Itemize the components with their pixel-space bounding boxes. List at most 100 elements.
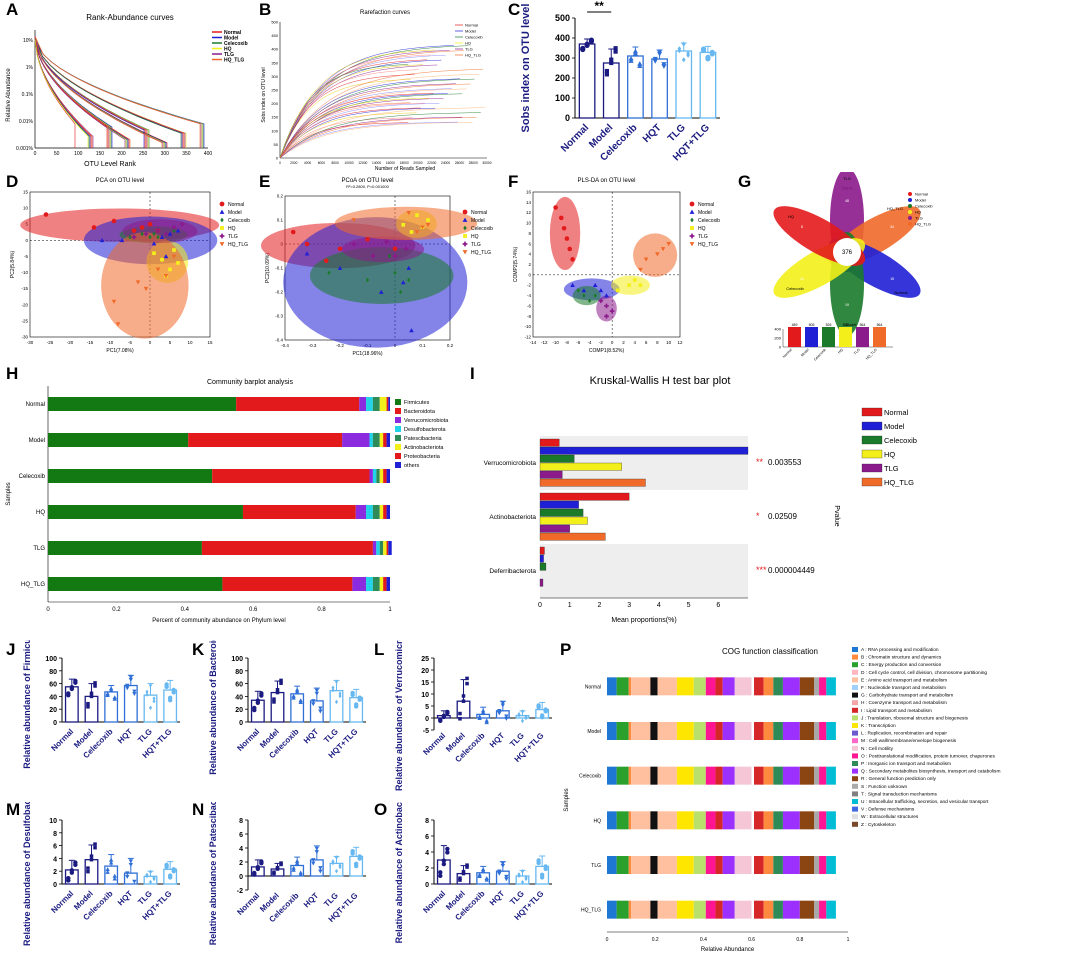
x-tick-label: -10 [552,340,559,345]
stacked-bar-segment [48,469,213,483]
legend-swatch [395,408,401,414]
data-point [426,218,430,222]
legend-label: C : Energy production and conversion [861,662,942,668]
stacked-bar-segment [782,856,800,874]
y-tick-label: 4 [239,846,243,853]
panel-label-f: F [508,172,519,191]
x-tick-label: 28000 [469,161,478,165]
stacked-bar-segment [773,856,783,874]
stacked-bar-segment [734,677,752,696]
data-point [425,222,431,228]
stacked-bar-segment [366,505,373,519]
rarefaction-curve [279,107,485,159]
stacked-bar-segment [826,766,836,785]
stacked-bar-segment [369,433,373,447]
stacked-bar-segment [814,811,820,830]
stacked-bar-segment [693,722,706,740]
data-point [656,49,663,55]
x-tick-label: -15 [87,340,94,345]
y-tick-label: 450 [271,33,278,38]
data-point [314,688,320,693]
data-point [105,869,110,874]
y-tick-label: -0.4 [275,338,283,343]
legend-label: Celecoxib [884,436,917,445]
legend-label: Celecoxib [465,35,483,40]
x-axis-label: COMP1(8.52%) [589,348,625,354]
legend-swatch [852,685,858,690]
legend-label: Q : Secondary metabolites biosynthesis, … [861,769,1000,775]
legend-label: K : Transcription [861,723,896,729]
rarefaction-curve [279,74,415,159]
x-axis-label: OTU Level Rank [84,161,136,168]
data-point [323,258,329,264]
bar [539,500,579,509]
stacked-bar-segment [773,811,783,830]
data-point [140,231,144,237]
legend-label: O : Posttranslational modification, prot… [861,753,995,759]
data-point [311,699,316,704]
stacked-bar-segment [715,677,723,696]
data-point [351,218,357,223]
legend-label: Patescibacteria [404,436,443,442]
legend-swatch [852,821,858,827]
marker-v [372,253,374,259]
y-tick-label: 0 [425,716,429,723]
y-tick-label: 0 [528,272,531,277]
legend-swatch [852,799,858,804]
x-axis-label: PC1(18.96%) [352,351,382,357]
x-tick-label: 22000 [427,161,436,165]
x-tick-label: 0 [34,151,37,157]
panel-label-h: H [6,364,19,383]
x-tick-label: 0 [611,340,614,345]
data-point [461,871,466,876]
stacked-bar-segment [763,900,774,919]
bar [535,865,550,885]
legend-label: TLG [915,216,923,221]
rarefaction-curve [279,116,463,159]
stacked-bar-segment [376,469,380,483]
bar [539,462,622,471]
bar-value-label: 526 [826,323,832,327]
rarefaction-curve [279,69,483,159]
data-point [298,872,303,877]
data-point [171,225,177,230]
significance-stars: ** [756,457,764,467]
confidence-ellipse [572,285,601,306]
y-tick-label: 20 [49,707,57,714]
x-tick-label: HQT [488,731,506,749]
stacked-bar-segment [819,766,827,785]
y-tick-label: -4 [527,293,531,298]
panel-label-e: E [259,172,271,191]
stacked-bar-segment [782,722,800,740]
legend-swatch [852,677,858,683]
venn-set-label: TLG [843,176,851,181]
data-point [592,282,598,288]
rank-abundance-curve [34,36,148,148]
y-tick-label: -12 [524,335,531,340]
data-point [139,225,145,230]
y-tick-label: -20 [21,302,28,307]
data-point [298,698,303,703]
bar [329,689,344,723]
y-axis-label: Pvalue [833,505,840,527]
data-point [458,876,462,880]
bar [476,713,491,719]
stacked-bar-segment [782,766,800,785]
y-tick-label: 25 [421,656,429,663]
marker-v [221,233,223,239]
legend-swatch [852,707,858,713]
data-point [86,866,90,870]
data-point [415,213,419,218]
x-axis-label: Percent of community abundance on Phylum… [152,618,285,624]
data-point [484,876,489,881]
bar-value-label: 502 [843,323,849,327]
legend-swatch [395,426,401,432]
stacked-bar-segment [763,811,774,830]
stacked-bar-segment [372,397,380,411]
data-point [543,864,548,869]
stacked-bar-segment [734,856,752,874]
stacked-bar-segment [631,900,651,919]
panel-label-j: J [6,640,16,659]
